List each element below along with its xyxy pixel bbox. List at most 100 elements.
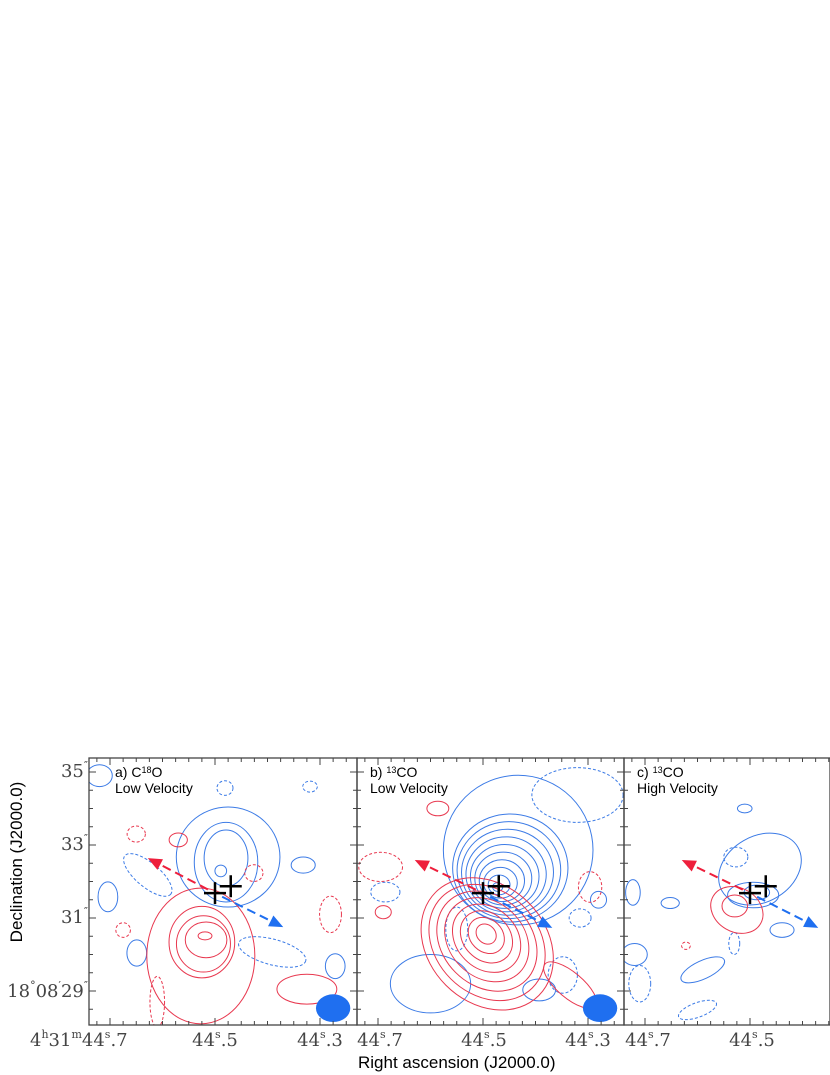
panel-b [356,757,625,1026]
blue-dashed-contour [216,780,234,796]
blue-solid-contour [718,832,802,906]
red-solid-contour [276,973,338,1005]
panel-b-subtitle: Low Velocity [370,780,448,796]
red-solid-contour [168,832,188,848]
blue-solid-contour [389,954,472,1014]
ra-tick-label: 44s.7 [357,1028,403,1051]
blue-dashed-contour [238,936,307,968]
red-solid-contour [146,887,256,1025]
ra-tick-label: 44s.5 [461,1028,507,1051]
red-dashed-contour [126,825,146,843]
protostar-cross [739,882,761,905]
x-axis-title: Right ascension (J2000.0) [358,1053,556,1072]
blue-solid-contour [214,864,228,878]
dec-tick-label: 18°08′29″ [7,979,88,1002]
blue-dashed-contour [370,881,401,903]
red-dashed-contour [244,864,264,882]
red-dashed-contour [681,941,691,950]
blue-solid-contour [324,953,346,980]
panel-frame [623,757,830,1026]
y-axis-title: Declination (J2000.0) [7,781,26,943]
red-nested-contour [467,916,505,955]
blue-dashed-contour [723,846,749,868]
red-solid-contour [721,894,749,918]
blueshifted-outflow-arrow-head [268,915,284,928]
panel-a-subtitle: Low Velocity [115,780,193,796]
red-solid-contour [374,905,392,920]
redshifted-outflow-arrow-head [147,858,163,870]
redshifted-outflow-arrow-shaft [693,865,744,891]
panel-frame [88,757,358,1026]
blue-solid-contour [625,879,641,906]
protostar-cross [472,882,494,905]
red-solid-contour [175,915,231,973]
blueshifted-outflow-arrow-head [537,916,553,928]
redshifted-outflow-arrow-head [414,859,430,872]
red-nested-contour [459,910,514,964]
redshifted-outflow-arrow-shaft [426,865,477,891]
red-dashed-contour [115,922,131,938]
ra-tick-label: 44s.5 [729,1028,775,1051]
blue-dashed-contour [123,853,173,897]
blue-solid-contour [660,897,680,910]
protostar-cross [754,875,777,898]
beam-ellipse [315,994,351,1023]
red-nested-contour [428,883,546,1002]
blue-solid-contour [89,764,113,788]
red-solid-contour [184,921,228,959]
blue-solid-contour [193,821,259,903]
red-nested-contour [436,890,538,992]
panel-b-title: b) 13CO Low Velocity [370,764,448,796]
blue-solid-contour [442,774,594,926]
blue-solid-contour [175,806,281,908]
blue-solid-contour [203,829,249,887]
redshifted-outflow-arrow-shaft [159,863,209,891]
redshifted-outflow-arrow-head [681,859,697,872]
panel-a-title: a) C18O Low Velocity [115,764,193,796]
red-solid-contour [710,886,764,934]
blue-solid-contour [589,890,608,909]
red-dashed-contour [577,871,603,903]
blue-nested-contour [461,828,554,916]
beam-ellipse [582,994,618,1023]
protostar-cross [204,882,226,905]
ra-tick-label-first: 4h31m44s.7 [30,1028,128,1051]
panel-a-contours [89,764,351,1025]
blue-solid-contour [727,881,780,909]
ra-tick-label: 44s.3 [565,1028,611,1051]
panel-c-contours [624,803,819,1021]
blue-dashed-contour [628,964,652,1003]
blue-dashed-contour [677,999,718,1021]
red-dashed-contour [149,975,166,1025]
dec-tick-label: 31″ [60,905,88,928]
blue-solid-contour [769,922,795,938]
dec-tick-label: 33″ [60,832,88,855]
blue-dashed-contour [568,908,592,928]
blue-solid-contour [624,943,648,966]
blue-solid-contour [680,956,726,984]
blue-dashed-contour [445,906,469,952]
red-nested-contour [475,923,497,945]
red-dashed-contour [358,851,404,883]
blue-nested-contour [469,843,540,909]
blue-nested-contour [452,813,569,923]
panel-c-title: c) 13CO High Velocity [637,764,718,796]
red-nested-contour [420,877,554,1011]
blueshifted-outflow-arrow-shaft [489,895,541,923]
panel-c-subtitle: High Velocity [637,780,718,796]
dec-tick-label: 35″ [60,759,88,782]
ra-tick-label: 44s.5 [192,1028,238,1051]
ra-tick-label: 44s.3 [297,1028,343,1051]
red-nested-contour [452,903,522,973]
panel-a [88,757,358,1026]
red-solid-contour [168,905,236,979]
blue-solid-contour [522,978,557,1002]
protostar-cross [487,875,510,898]
red-nested-contour [444,897,530,983]
panel-c [623,757,830,1026]
red-dashed-contour [319,895,342,934]
red-solid-contour [426,800,450,817]
blue-nested-contour [465,836,547,913]
blue-solid-contour [290,856,316,874]
